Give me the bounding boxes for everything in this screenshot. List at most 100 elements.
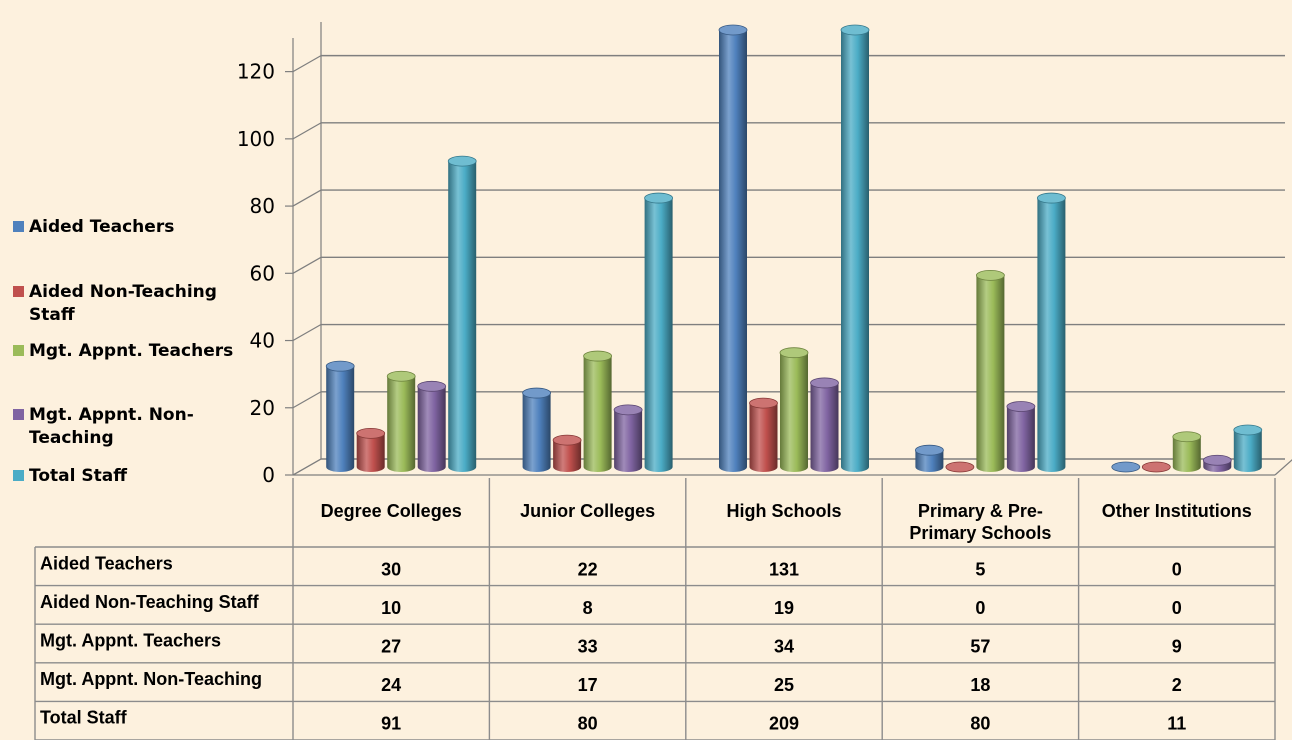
gridline-side: [292, 122, 322, 140]
bar-4-4: [1233, 424, 1263, 472]
table-cell: 11: [1167, 714, 1186, 734]
bar-top: [779, 347, 809, 359]
legend-label: Staff: [29, 305, 75, 325]
table-cell: 19: [774, 598, 794, 618]
bar-0-2: [386, 370, 416, 472]
row-label: Mgt. Appnt. Teachers: [40, 631, 221, 651]
bar-3-4: [1037, 192, 1066, 473]
row-label: Aided Teachers: [40, 553, 173, 573]
table-cell: 80: [578, 714, 598, 734]
bar-1-2: [583, 350, 612, 472]
bar-top: [1141, 461, 1171, 473]
legend-entry: Mgt. Appnt. Teachers: [13, 341, 233, 361]
legend-entry: Aided Teachers: [13, 217, 174, 237]
chart-legend: Aided Teachers Aided Non-Teaching Staff Mgt…: [13, 217, 233, 486]
gridline-side: [292, 256, 322, 274]
bar-top: [552, 434, 582, 446]
bar-1-3: [613, 404, 643, 472]
bar-body: [387, 376, 416, 472]
bar-4-2: [1172, 431, 1202, 472]
bar-top: [1037, 192, 1066, 204]
y-tick-label: 80: [250, 194, 275, 218]
bar-2-3: [810, 377, 839, 472]
bar-0-0: [325, 360, 355, 472]
table-cell: 9: [1172, 637, 1182, 657]
floor-right-edge: [1274, 459, 1292, 476]
bar-0-1: [356, 427, 386, 472]
gridline-side: [292, 55, 322, 73]
y-tick-label: 120: [237, 60, 275, 84]
bar-body: [1172, 436, 1201, 472]
bar-top: [1172, 431, 1202, 443]
bar-top: [644, 192, 673, 204]
table-cell: 80: [970, 714, 990, 734]
bar-body: [326, 366, 355, 472]
row-label: Total Staff: [40, 708, 128, 728]
y-tick-label: 0: [262, 463, 275, 487]
bar-top: [749, 397, 778, 409]
bar-body: [1037, 198, 1066, 473]
legend-entry: Total Staff: [13, 466, 127, 486]
bar-top: [417, 380, 447, 392]
bar-body: [448, 161, 477, 472]
y-tick-label: 60: [250, 261, 275, 285]
data-table: Degree Colleges Junior Colleges High Schoo…: [34, 478, 1276, 740]
table-cell: 10: [381, 598, 401, 618]
bar-3-1: [945, 461, 975, 473]
category-label: Other Institutions: [1102, 501, 1252, 521]
table-cell: 131: [769, 559, 799, 579]
y-tick-label: 20: [250, 396, 275, 420]
bar-top: [522, 387, 551, 399]
bar-body: [915, 450, 944, 472]
bar-2-0: [718, 24, 748, 472]
legend-entry: Aided Non-Teaching Staff: [13, 282, 217, 325]
chart-bars: [325, 24, 1263, 473]
y-tick-label: 40: [250, 329, 275, 353]
category-label: Junior Colleges: [520, 501, 655, 521]
bar-body: [719, 30, 747, 472]
bar-top: [1111, 461, 1141, 473]
y-tick-label: 100: [237, 127, 275, 151]
bar-body: [522, 393, 551, 472]
row-label: Mgt. Appnt. Non-Teaching: [40, 669, 262, 689]
bar-body: [810, 382, 839, 472]
table-cell: 22: [578, 559, 598, 579]
legend-swatch: [13, 345, 24, 356]
bar-body: [644, 198, 673, 473]
bar-1-0: [522, 387, 551, 472]
bar-top: [945, 461, 975, 473]
legend-swatch: [13, 221, 24, 232]
legend-swatch: [13, 470, 24, 481]
bar-top: [718, 24, 748, 36]
table-cell: 5: [975, 559, 985, 579]
table-cell: 18: [970, 675, 990, 695]
bar-3-3: [1006, 401, 1036, 472]
bar-body: [356, 433, 385, 472]
table-cell: 0: [975, 598, 985, 618]
bar-4-0: [1111, 461, 1141, 473]
legend-label: Teaching: [29, 428, 114, 448]
bar-body: [583, 356, 612, 472]
gridline-side: [292, 391, 322, 409]
category-label: Degree Colleges: [321, 501, 462, 521]
table-cell: 34: [774, 637, 794, 657]
table-cell: 91: [381, 714, 401, 734]
legend-label: Aided Teachers: [29, 217, 174, 237]
bar-3-0: [915, 444, 944, 472]
row-label: Aided Non-Teaching Staff: [40, 592, 260, 612]
bar-top: [583, 350, 612, 362]
bar-top: [356, 427, 386, 439]
bar-body: [780, 352, 808, 472]
category-label: Primary Schools: [909, 523, 1051, 543]
table-cell: 0: [1172, 598, 1182, 618]
table-cell: 30: [381, 559, 401, 579]
bar-body: [976, 275, 1005, 472]
legend-label: Aided Non-Teaching: [29, 282, 217, 302]
table-cell: 8: [583, 598, 593, 618]
gridline-side: [292, 458, 322, 476]
bar-top: [447, 155, 477, 167]
y-axis: 0 20 40 60 80 100 120: [237, 60, 293, 487]
bar-top: [1202, 454, 1232, 466]
legend-entry: Mgt. Appnt. Non- Teaching: [13, 405, 194, 448]
bar-top: [386, 370, 416, 382]
